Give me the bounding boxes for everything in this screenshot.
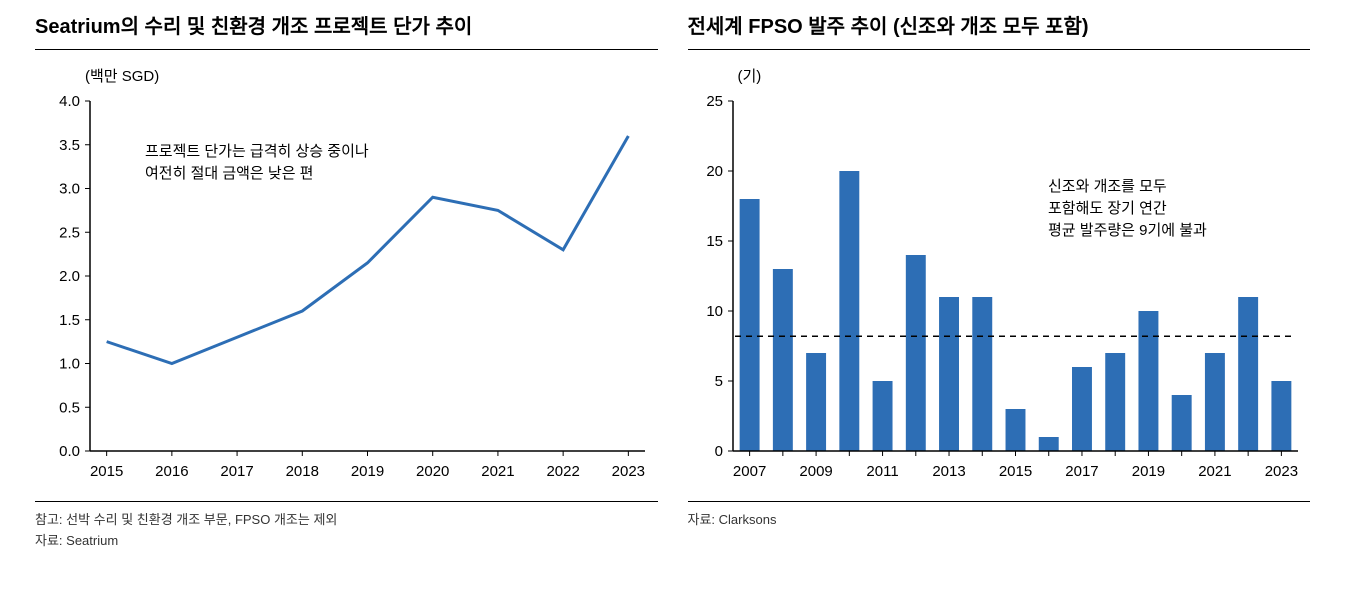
svg-text:0: 0 (714, 443, 722, 460)
svg-text:4.0: 4.0 (59, 93, 80, 110)
svg-text:2019: 2019 (1131, 463, 1164, 480)
svg-text:2015: 2015 (90, 463, 123, 480)
svg-text:2007: 2007 (732, 463, 765, 480)
svg-text:2009: 2009 (799, 463, 832, 480)
left-footnote-1: 참고: 선박 수리 및 친환경 개조 부문, FPSO 개조는 제외 (35, 510, 658, 531)
svg-text:3.0: 3.0 (59, 181, 80, 198)
svg-text:2013: 2013 (932, 463, 965, 480)
svg-text:2019: 2019 (351, 463, 384, 480)
right-footnotes: 자료: Clarksons (688, 501, 1311, 531)
svg-text:1.0: 1.0 (59, 356, 80, 373)
left-y-unit: (백만 SGD) (85, 65, 658, 86)
right-footnote-1: 자료: Clarksons (688, 510, 1311, 531)
left-footnote-2: 자료: Seatrium (35, 531, 658, 552)
svg-text:2022: 2022 (546, 463, 579, 480)
svg-text:평균 발주량은 9기에 불과: 평균 발주량은 9기에 불과 (1048, 222, 1207, 239)
left-chart-container: 0.0 0.5 1.0 1.5 2.0 2.5 3.0 3.5 4.0 2015 2016 2017 2… (35, 91, 655, 491)
svg-text:2020: 2020 (416, 463, 449, 480)
svg-text:0.0: 0.0 (59, 443, 80, 460)
svg-text:20: 20 (706, 163, 723, 180)
right-panel: 전세계 FPSO 발주 추이 (신조와 개조 모두 포함) (기) 0 5 10 15… (673, 10, 1326, 580)
svg-text:1.5: 1.5 (59, 312, 80, 329)
svg-text:2023: 2023 (1264, 463, 1297, 480)
svg-text:2017: 2017 (220, 463, 253, 480)
svg-text:0.5: 0.5 (59, 399, 80, 416)
svg-text:2.5: 2.5 (59, 224, 80, 241)
svg-text:25: 25 (706, 93, 723, 110)
svg-text:2023: 2023 (612, 463, 645, 480)
svg-text:신조와 개조를 모두: 신조와 개조를 모두 (1048, 178, 1167, 195)
right-y-unit: (기) (738, 65, 1311, 86)
left-footnotes: 참고: 선박 수리 및 친환경 개조 부문, FPSO 개조는 제외 자료: S… (35, 501, 658, 552)
svg-text:2017: 2017 (1065, 463, 1098, 480)
left-panel: Seatrium의 수리 및 친환경 개조 프로젝트 단가 추이 (백만 SGD… (20, 10, 673, 580)
svg-text:2018: 2018 (286, 463, 319, 480)
left-chart-title: Seatrium의 수리 및 친환경 개조 프로젝트 단가 추이 (35, 10, 658, 50)
right-chart-container: 0 5 10 15 20 25 2007 2009 2011 2013 2015 2017 2019 20… (688, 91, 1308, 491)
svg-text:5: 5 (714, 373, 722, 390)
svg-text:포함해도 장기 연간: 포함해도 장기 연간 (1048, 200, 1167, 217)
right-bar-chart: 0 5 10 15 20 25 2007 2009 2011 2013 2015 2017 2019 20… (688, 91, 1308, 491)
svg-text:2.0: 2.0 (59, 268, 80, 285)
svg-text:10: 10 (706, 303, 723, 320)
right-chart-title: 전세계 FPSO 발주 추이 (신조와 개조 모두 포함) (688, 10, 1311, 50)
svg-text:3.5: 3.5 (59, 137, 80, 154)
left-line-chart: 0.0 0.5 1.0 1.5 2.0 2.5 3.0 3.5 4.0 2015 2016 2017 2… (35, 91, 655, 491)
svg-text:여전히 절대 금액은 낮은 편: 여전히 절대 금액은 낮은 편 (145, 165, 313, 182)
svg-text:프로젝트 단가는 급격히 상승 중이나: 프로젝트 단가는 급격히 상승 중이나 (145, 143, 369, 160)
svg-text:2021: 2021 (1198, 463, 1231, 480)
svg-text:2011: 2011 (866, 463, 898, 480)
svg-text:2021: 2021 (481, 463, 514, 480)
svg-text:15: 15 (706, 233, 723, 250)
svg-text:2015: 2015 (998, 463, 1031, 480)
svg-text:2016: 2016 (155, 463, 188, 480)
